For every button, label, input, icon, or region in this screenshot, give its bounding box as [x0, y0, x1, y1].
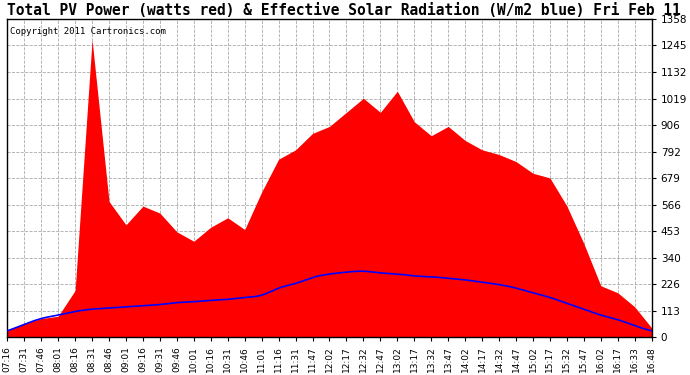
Text: Copyright 2011 Cartronics.com: Copyright 2011 Cartronics.com — [10, 27, 166, 36]
Text: Total PV Power (watts red) & Effective Solar Radiation (W/m2 blue) Fri Feb 11 16: Total PV Power (watts red) & Effective S… — [8, 3, 690, 18]
